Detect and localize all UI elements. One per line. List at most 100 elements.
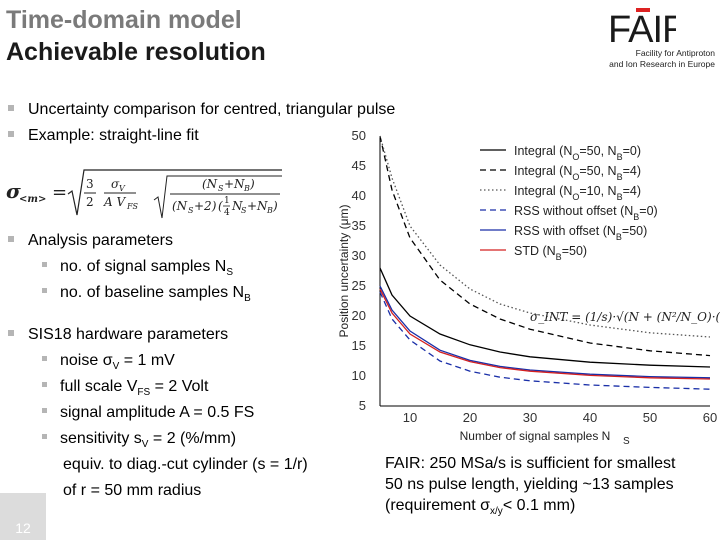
slide-title: Time-domain model Achievable resolution	[6, 4, 266, 68]
bullet-text: Uncertainty comparison for centred, tria…	[28, 101, 396, 118]
x-tick-label: 30	[523, 410, 537, 425]
x-tick-label: 40	[583, 410, 597, 425]
sub-bullet-text: no. of baseline samples N	[60, 284, 245, 301]
bullet-square-icon	[8, 235, 14, 242]
y-tick-label: 10	[352, 368, 366, 383]
formula-right-den-c: (	[218, 199, 223, 213]
y-axis-label: Position uncertainty (μm)	[337, 205, 351, 338]
formula-frac-num: 3	[86, 177, 94, 191]
x-tick-label: 20	[463, 410, 477, 425]
y-tick-label: 50	[352, 128, 366, 143]
sub-bullet-noise: noise σV = 1 mV	[42, 348, 175, 380]
series-line	[379, 291, 711, 390]
logo-text: FAIR	[608, 9, 676, 46]
bullet-text: Analysis parameters	[28, 232, 173, 249]
x-tick-label: 10	[403, 410, 417, 425]
bullet-sis18: SIS18 hardware parameters	[8, 322, 228, 348]
logo-red-mark	[636, 8, 650, 12]
fair-logo: FAIR	[608, 8, 676, 46]
formula-frac-den: 2	[86, 195, 94, 209]
bullet-square-icon	[42, 262, 47, 268]
formula-right-num-b: B	[243, 184, 250, 193]
formula-sv-num: σ	[111, 177, 120, 191]
y-tick-label: 15	[352, 338, 366, 353]
formula-right-den-g: S	[241, 206, 247, 215]
sub-bullet-rest: = 2 Volt	[150, 378, 209, 395]
bullet-square-icon	[8, 130, 14, 137]
conclusion-line1: FAIR: 250 MSa/s is sufficient for smalle…	[385, 455, 676, 472]
series-line	[379, 288, 711, 380]
sub-bullet-sensitivity: sensitivity sV = 2 (%/mm)	[42, 426, 236, 458]
formula-right-den-e: 4	[224, 208, 230, 218]
x-tick-label: 60	[703, 410, 717, 425]
logo-caption-line2: and Ion Research in Europe	[609, 59, 715, 69]
sub-bullet-text: noise σ	[60, 352, 113, 369]
y-tick-label: 20	[352, 308, 366, 323]
formula-sv-den: A V	[103, 195, 126, 209]
formula-right-num: (N	[202, 177, 218, 191]
formula-right-den-i: B	[266, 206, 273, 215]
y-tick-label: 45	[352, 158, 366, 173]
sub-bullet-amplitude: signal amplitude A = 0.5 FS	[42, 400, 254, 426]
sub-bullet-fullscale: full scale VFS = 2 Volt	[42, 374, 208, 406]
series-line	[379, 267, 711, 368]
inset-formula: σ_INT = (1/s)·√(N + (N²/N_O)·(σ_V/(2 I))…	[530, 310, 720, 324]
sub-bullet-subscript: V	[112, 361, 120, 373]
conclusion-line3-sub: x/y	[490, 506, 503, 518]
sub-bullet-subscript: FS	[137, 387, 151, 399]
note-cylinder: equiv. to diag.-cut cylinder (s = 1/r)	[63, 456, 308, 473]
legend-entry: STD (NB=50)	[514, 244, 587, 262]
y-tick-label: 30	[352, 248, 366, 263]
sub-bullet-rest: = 1 mV	[119, 352, 175, 369]
bullet-square-icon	[42, 408, 47, 414]
x-axis-label: Number of signal samples N	[460, 429, 611, 443]
y-tick-label: 25	[352, 278, 366, 293]
formula: σ <m> = 3 2 σ V A V FS (N S +N B ) (N S …	[6, 169, 282, 219]
bullet-square-icon	[42, 356, 47, 362]
conclusion-line3: (requirement σx/y< 0.1 mm)	[385, 495, 720, 522]
sub-bullet-text: signal amplitude A = 0.5 FS	[60, 404, 255, 421]
bullet-square-icon	[8, 329, 14, 336]
formula-lhs-sub: <m>	[19, 194, 46, 205]
formula-right-den-d: 1	[224, 196, 230, 206]
legend-entry: Integral (NO=10, NB=4)	[514, 184, 641, 202]
x-tick-label: 50	[643, 410, 657, 425]
formula-right-num-close: )	[249, 177, 255, 191]
formula-lhs: σ	[6, 179, 21, 203]
conclusion-line2: 50 ns pulse length, yielding ~13 samples	[385, 476, 674, 493]
sub-bullet-text: no. of signal samples N	[60, 258, 227, 275]
title-line1: Time-domain model	[6, 6, 242, 34]
formula-eq: =	[52, 182, 67, 203]
series-line	[379, 135, 711, 357]
bullet-example: Example: straight-line fit	[8, 123, 199, 149]
formula-right-num-plus: +N	[224, 177, 245, 191]
sub-bullet-subscript: B	[244, 293, 251, 305]
note-radius: of r = 50 mm radius	[63, 482, 202, 499]
formula-right-den-a: (N	[172, 199, 188, 213]
y-tick-label: 35	[352, 218, 366, 233]
bullet-square-icon	[42, 434, 47, 440]
bullet-text: SIS18 hardware parameters	[28, 326, 229, 343]
formula-right-den-f: N	[231, 199, 243, 213]
sub-bullet-subscript: S	[226, 267, 233, 279]
formula-right-den-h: +N	[247, 199, 268, 213]
sub-bullet-ns: no. of signal samples NS	[42, 254, 233, 286]
y-tick-label: 5	[359, 398, 366, 413]
conclusion-line3-rest: < 0.1 mm)	[502, 497, 576, 514]
title-line2: Achievable resolution	[6, 38, 266, 66]
legend-entry: Integral (NO=50, NB=4)	[514, 164, 641, 182]
sub-bullet-text: full scale V	[60, 378, 138, 395]
x-axis-label-sub: S	[623, 436, 630, 447]
bullet-square-icon	[8, 104, 14, 111]
conclusion-line3-text: (requirement σ	[385, 497, 491, 514]
formula-right-den-s: S	[188, 206, 194, 215]
sub-bullet-text: sensitivity s	[60, 430, 142, 447]
bullet-square-icon	[42, 288, 47, 294]
bullet-text: Example: straight-line fit	[28, 127, 199, 144]
sub-bullet-nb: no. of baseline samples NB	[42, 280, 251, 312]
y-tick-label: 40	[352, 188, 366, 203]
formula-right-den-j: )	[272, 199, 278, 213]
page-number: 12	[0, 493, 46, 540]
series-line	[379, 135, 711, 338]
legend-entry: Integral (NO=50, NB=0)	[514, 144, 641, 162]
